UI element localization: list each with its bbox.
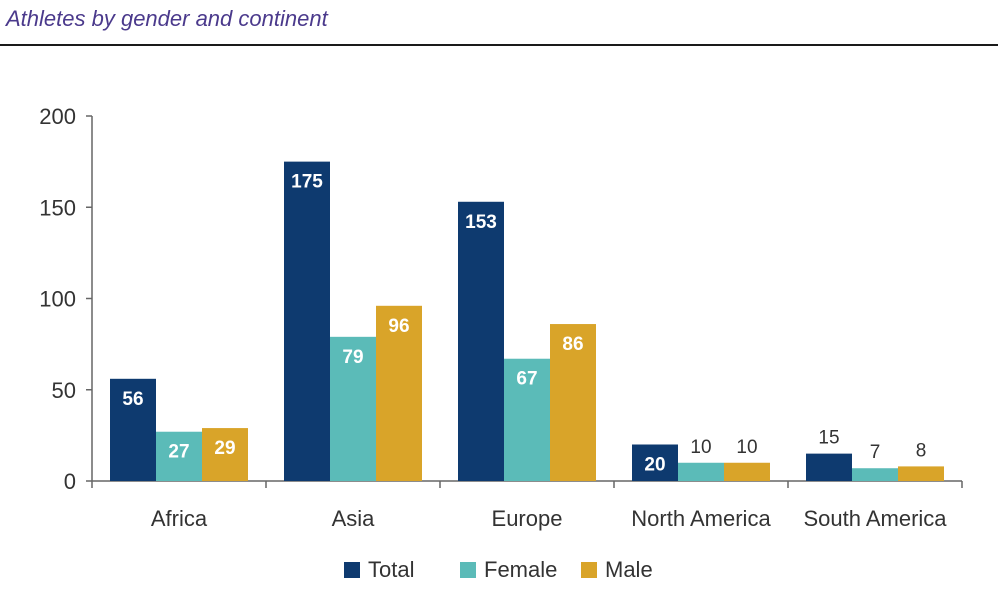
legend-label-male: Male xyxy=(605,557,653,582)
x-category-label: Europe xyxy=(492,506,563,531)
bar-female xyxy=(330,336,376,481)
bars xyxy=(110,161,944,481)
legend-swatch-male xyxy=(581,562,597,578)
x-category-label: North America xyxy=(631,506,771,531)
data-label: 56 xyxy=(122,389,143,410)
data-label: 79 xyxy=(342,347,363,368)
bar-total xyxy=(632,444,678,481)
data-label: 20 xyxy=(644,455,665,476)
y-tick-label: 150 xyxy=(39,195,76,220)
bar-male xyxy=(898,466,944,481)
bar-male xyxy=(724,462,770,481)
legend-label-female: Female xyxy=(484,557,557,582)
bar-male xyxy=(550,324,596,481)
legend-swatch-total xyxy=(344,562,360,578)
bar-female xyxy=(678,462,724,481)
y-tick-label: 200 xyxy=(39,104,76,129)
data-labels: 56 27 29 175 79 96 153 67 86 20 10 10 15 7 8 xyxy=(122,172,926,476)
bar-female xyxy=(852,468,898,481)
x-category-label: Africa xyxy=(151,506,208,531)
bar-total xyxy=(110,378,156,481)
data-label: 7 xyxy=(870,442,881,463)
title-divider xyxy=(0,44,998,46)
x-category-label: South America xyxy=(803,506,947,531)
data-label: 175 xyxy=(291,172,323,193)
legend: Total Female Male xyxy=(344,557,653,582)
legend-label-total: Total xyxy=(368,557,414,582)
bar-male xyxy=(376,305,422,481)
bar-total xyxy=(284,161,330,481)
data-label: 29 xyxy=(214,438,235,459)
x-category-label: Asia xyxy=(332,506,376,531)
y-tick-label: 50 xyxy=(52,378,76,403)
data-label: 15 xyxy=(818,428,839,449)
data-label: 86 xyxy=(562,334,583,355)
bar-total xyxy=(806,453,852,481)
data-label: 96 xyxy=(388,316,409,337)
y-tick-label: 100 xyxy=(39,287,76,312)
data-label: 10 xyxy=(736,437,757,458)
y-tick-label: 0 xyxy=(64,469,76,494)
bar-female xyxy=(156,431,202,481)
legend-swatch-female xyxy=(460,562,476,578)
bar-male xyxy=(202,428,248,481)
data-label: 10 xyxy=(690,437,711,458)
bar-female xyxy=(504,358,550,481)
data-label: 8 xyxy=(916,440,927,461)
data-label: 27 xyxy=(168,442,189,463)
data-label: 153 xyxy=(465,212,497,233)
data-label: 67 xyxy=(516,369,537,390)
bar-total xyxy=(458,201,504,481)
chart-title: Athletes by gender and continent xyxy=(6,6,328,31)
